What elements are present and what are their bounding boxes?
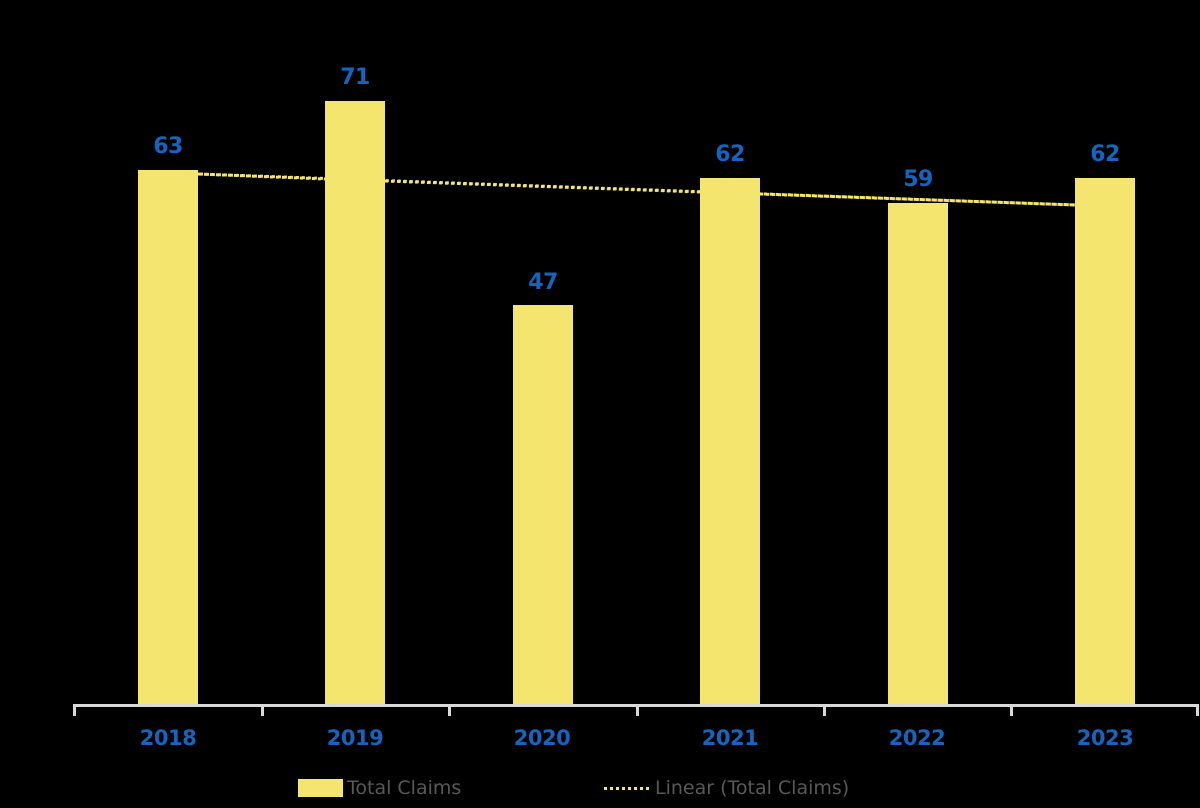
x-axis-tick: [636, 704, 639, 716]
data-label-2018: 63: [153, 134, 183, 159]
data-label-2020: 47: [528, 270, 558, 295]
bar-2021: [700, 178, 760, 705]
data-label-2023: 62: [1090, 142, 1120, 167]
x-label-2021: 2021: [701, 726, 759, 750]
x-axis-tick: [448, 704, 451, 716]
x-label-2020: 2020: [513, 726, 571, 750]
legend-label: Linear (Total Claims): [655, 777, 850, 799]
x-label-2019: 2019: [326, 726, 384, 750]
bar-2022: [888, 203, 948, 705]
bar-2020: [513, 305, 573, 705]
x-axis-tick: [73, 704, 76, 716]
data-label-2022: 59: [903, 167, 933, 192]
bar-2023: [1075, 178, 1135, 705]
bar-2019: [325, 101, 385, 705]
bar-2018: [138, 170, 198, 705]
x-label-2018: 2018: [139, 726, 197, 750]
legend-label: Total Claims: [347, 777, 462, 799]
data-label-2021: 62: [715, 142, 745, 167]
x-axis-tick: [823, 704, 826, 716]
x-axis-tick: [1196, 704, 1199, 716]
x-label-2022: 2022: [888, 726, 946, 750]
legend-item-total-claims: Total Claims: [298, 776, 461, 800]
dotted-line-swatch-icon: [604, 786, 649, 790]
x-axis-tick: [1010, 704, 1013, 716]
data-label-2019: 71: [340, 65, 370, 90]
legend-item-linear-trend: Linear (Total Claims): [604, 776, 849, 800]
bar-swatch-icon: [298, 779, 343, 797]
x-axis-tick: [261, 704, 264, 716]
x-label-2023: 2023: [1076, 726, 1134, 750]
